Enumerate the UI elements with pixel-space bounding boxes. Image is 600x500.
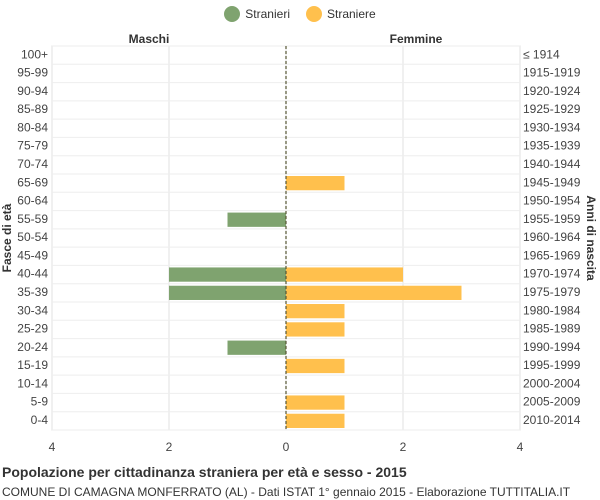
y-axis-label-left: Fasce di età	[0, 203, 14, 273]
birth-year-label: 1940-1944	[523, 157, 581, 171]
panel-label-maschi: Maschi	[128, 32, 170, 46]
birth-year-label: 1950-1954	[523, 194, 581, 208]
birth-year-label: 1945-1949	[523, 175, 581, 189]
birth-year-label: 2010-2014	[523, 413, 581, 427]
birth-year-label: ≤ 1914	[523, 47, 560, 61]
bar-straniere-5-9[interactable]	[286, 395, 345, 410]
bar-straniere-0-4[interactable]	[286, 413, 345, 428]
age-group-label: 40-44	[17, 267, 48, 281]
chart-title: Popolazione per cittadinanza straniera p…	[2, 464, 407, 480]
age-group-label: 55-59	[17, 212, 48, 226]
birth-year-label: 1975-1979	[523, 285, 581, 299]
age-group-label: 15-19	[17, 358, 48, 372]
x-tick-label: 2	[400, 440, 407, 454]
age-group-label: 80-84	[17, 120, 48, 134]
birth-year-label: 1920-1924	[523, 84, 581, 98]
age-group-label: 85-89	[17, 102, 48, 116]
age-group-label: 75-79	[17, 139, 48, 153]
birth-year-label: 1925-1929	[523, 102, 581, 116]
age-group-label: 70-74	[17, 157, 48, 171]
age-group-label: 65-69	[17, 175, 48, 189]
birth-year-label: 1935-1939	[523, 139, 581, 153]
legend-swatch-stranieri	[224, 6, 241, 22]
legend-swatch-straniere	[305, 6, 322, 22]
legend-item-straniere[interactable]: Straniere	[305, 6, 376, 22]
birth-year-label: 1990-1994	[523, 340, 581, 354]
birth-year-label: 1980-1984	[523, 303, 581, 317]
birth-year-label: 1930-1934	[523, 120, 581, 134]
legend-item-stranieri[interactable]: Stranieri	[224, 6, 290, 22]
birth-year-label: 1915-1919	[523, 66, 581, 80]
bar-stranieri-40-44[interactable]	[169, 267, 286, 282]
birth-year-label: 1960-1964	[523, 230, 581, 244]
legend-label-stranieri: Stranieri	[245, 7, 290, 21]
age-group-label: 0-4	[31, 413, 49, 427]
bar-straniere-35-39[interactable]	[286, 285, 462, 300]
bar-straniere-65-69[interactable]	[286, 176, 345, 191]
x-tick-label: 0	[283, 440, 290, 454]
legend-label-straniere: Straniere	[326, 7, 376, 21]
bar-straniere-40-44[interactable]	[286, 267, 403, 282]
age-group-label: 25-29	[17, 322, 48, 336]
panel-label-femmine: Femmine	[389, 32, 443, 46]
birth-year-label: 1965-1969	[523, 248, 581, 262]
age-group-label: 45-49	[17, 248, 48, 262]
age-group-label: 60-64	[17, 194, 48, 208]
birth-year-label: 2005-2009	[523, 395, 581, 409]
chart-subtitle: COMUNE DI CAMAGNA MONFERRATO (AL) - Dati…	[2, 485, 571, 499]
bar-stranieri-35-39[interactable]	[169, 285, 286, 300]
birth-year-label: 1970-1974	[523, 267, 581, 281]
age-group-label: 50-54	[17, 230, 48, 244]
age-group-label: 30-34	[17, 303, 48, 317]
birth-year-label: 2000-2004	[523, 376, 581, 390]
age-group-label: 90-94	[17, 84, 48, 98]
bar-straniere-30-34[interactable]	[286, 304, 345, 319]
age-group-label: 10-14	[17, 376, 48, 390]
birth-year-label: 1955-1959	[523, 212, 581, 226]
birth-year-label: 1985-1989	[523, 322, 581, 336]
age-group-label: 5-9	[31, 395, 49, 409]
bar-stranieri-55-59[interactable]	[227, 212, 287, 227]
age-group-label: 20-24	[17, 340, 48, 354]
age-group-label: 95-99	[17, 66, 48, 80]
x-tick-label: 4	[517, 440, 524, 454]
birth-year-label: 1995-1999	[523, 358, 581, 372]
y-axis-label-right: Anni di nascita	[584, 195, 598, 281]
x-tick-label: 4	[49, 440, 56, 454]
bar-straniere-25-29[interactable]	[286, 322, 345, 337]
bar-straniere-15-19[interactable]	[286, 358, 345, 374]
age-group-label: 100+	[21, 47, 48, 61]
legend: Stranieri Straniere	[0, 6, 600, 22]
x-tick-label: 2	[166, 440, 173, 454]
age-group-label: 35-39	[17, 285, 48, 299]
bar-stranieri-20-24[interactable]	[227, 340, 287, 355]
